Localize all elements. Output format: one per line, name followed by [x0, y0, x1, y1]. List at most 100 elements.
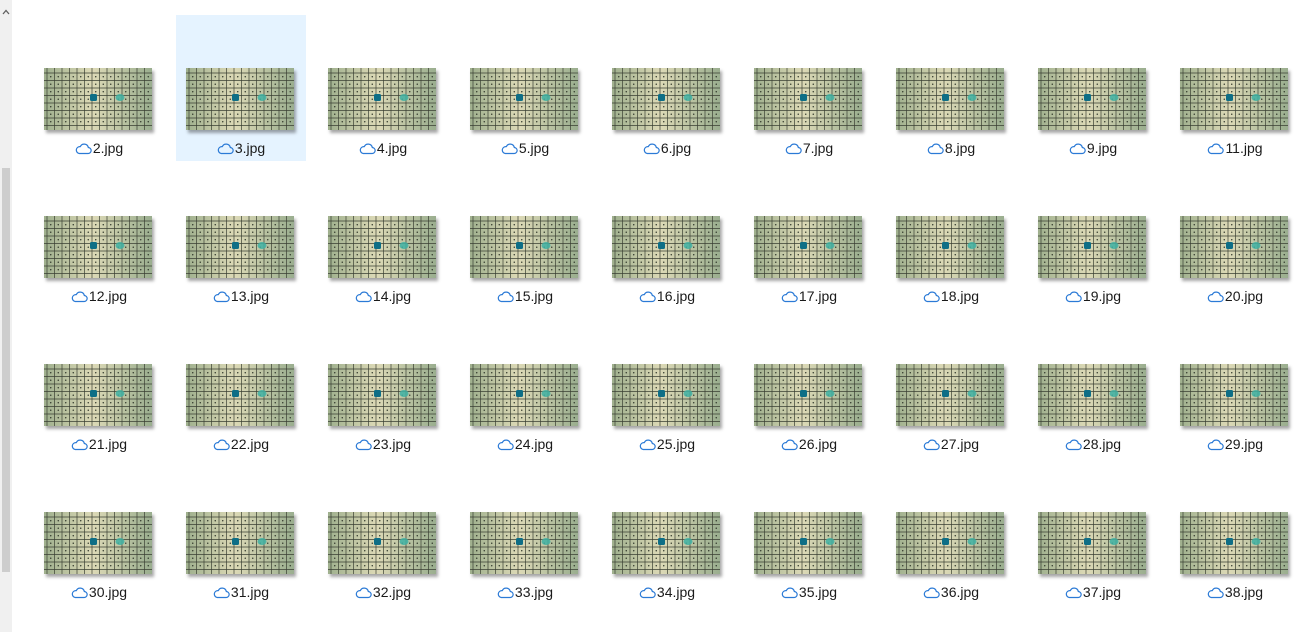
file-item[interactable]: 13.jpg [176, 163, 306, 309]
file-thumbnail[interactable] [754, 68, 862, 130]
file-name-row[interactable]: 37.jpg [1028, 583, 1158, 601]
file-item[interactable]: 24.jpg [460, 311, 590, 457]
file-item[interactable]: 31.jpg [176, 459, 306, 605]
file-thumbnail[interactable] [470, 512, 578, 574]
file-item[interactable]: 21.jpg [34, 311, 164, 457]
file-item[interactable]: 17.jpg [744, 163, 874, 309]
file-name-row[interactable]: 35.jpg [744, 583, 874, 601]
file-thumbnail[interactable] [754, 364, 862, 426]
file-thumbnail[interactable] [470, 68, 578, 130]
file-thumbnail[interactable] [186, 512, 294, 574]
file-thumbnail[interactable] [754, 216, 862, 278]
file-item[interactable]: 3.jpg [176, 15, 306, 161]
file-thumbnail[interactable] [1038, 512, 1146, 574]
file-item[interactable]: 7.jpg [744, 15, 874, 161]
file-thumbnail[interactable] [612, 512, 720, 574]
file-name-row[interactable]: 34.jpg [602, 583, 732, 601]
file-thumbnail[interactable] [612, 68, 720, 130]
file-name-row[interactable]: 20.jpg [1170, 287, 1298, 305]
file-thumbnail[interactable] [44, 68, 152, 130]
file-item[interactable]: 15.jpg [460, 163, 590, 309]
file-thumbnail[interactable] [1180, 364, 1288, 426]
file-name-row[interactable]: 31.jpg [176, 583, 306, 601]
file-item[interactable]: 35.jpg [744, 459, 874, 605]
file-thumbnail[interactable] [44, 512, 152, 574]
file-item[interactable]: 16.jpg [602, 163, 732, 309]
file-item[interactable]: 25.jpg [602, 311, 732, 457]
file-name-row[interactable]: 23.jpg [318, 435, 448, 453]
file-name-row[interactable]: 3.jpg [176, 139, 306, 157]
file-item[interactable]: 12.jpg [34, 163, 164, 309]
vertical-scrollbar[interactable] [0, 0, 12, 632]
file-thumbnail[interactable] [754, 512, 862, 574]
file-name-row[interactable]: 15.jpg [460, 287, 590, 305]
file-thumbnail[interactable] [896, 68, 1004, 130]
file-name-row[interactable]: 33.jpg [460, 583, 590, 601]
file-thumbnail[interactable] [328, 364, 436, 426]
file-item[interactable]: 36.jpg [886, 459, 1016, 605]
file-thumbnail[interactable] [1038, 216, 1146, 278]
scroll-up-chevron-icon[interactable] [0, 6, 12, 18]
file-item[interactable]: 34.jpg [602, 459, 732, 605]
file-thumbnail[interactable] [470, 216, 578, 278]
file-name-row[interactable]: 16.jpg [602, 287, 732, 305]
file-name-row[interactable]: 13.jpg [176, 287, 306, 305]
file-thumbnail[interactable] [328, 216, 436, 278]
file-name-row[interactable]: 19.jpg [1028, 287, 1158, 305]
file-name-row[interactable]: 30.jpg [34, 583, 164, 601]
file-thumbnail[interactable] [896, 216, 1004, 278]
file-thumbnail[interactable] [44, 364, 152, 426]
file-thumbnail[interactable] [896, 364, 1004, 426]
file-thumbnail[interactable] [1180, 216, 1288, 278]
file-name-row[interactable]: 21.jpg [34, 435, 164, 453]
file-item[interactable]: 30.jpg [34, 459, 164, 605]
file-item[interactable]: 9.jpg [1028, 15, 1158, 161]
file-name-row[interactable]: 36.jpg [886, 583, 1016, 601]
file-name-row[interactable]: 29.jpg [1170, 435, 1298, 453]
file-name-row[interactable]: 27.jpg [886, 435, 1016, 453]
file-name-row[interactable]: 9.jpg [1028, 139, 1158, 157]
file-thumbnail[interactable] [612, 216, 720, 278]
file-name-row[interactable]: 8.jpg [886, 139, 1016, 157]
file-item[interactable]: 27.jpg [886, 311, 1016, 457]
file-thumbnail[interactable] [470, 364, 578, 426]
scrollbar-thumb[interactable] [2, 168, 10, 572]
file-item[interactable]: 28.jpg [1028, 311, 1158, 457]
file-item[interactable]: 19.jpg [1028, 163, 1158, 309]
file-thumbnail[interactable] [186, 364, 294, 426]
file-item[interactable]: 11.jpg [1170, 15, 1298, 161]
file-item[interactable]: 8.jpg [886, 15, 1016, 161]
file-thumbnail[interactable] [44, 216, 152, 278]
file-item[interactable]: 20.jpg [1170, 163, 1298, 309]
file-thumbnail[interactable] [186, 216, 294, 278]
file-name-row[interactable]: 32.jpg [318, 583, 448, 601]
file-item[interactable]: 14.jpg [318, 163, 448, 309]
file-name-row[interactable]: 26.jpg [744, 435, 874, 453]
file-item[interactable]: 22.jpg [176, 311, 306, 457]
file-name-row[interactable]: 2.jpg [34, 139, 164, 157]
file-item[interactable]: 32.jpg [318, 459, 448, 605]
file-thumbnail[interactable] [328, 68, 436, 130]
file-name-row[interactable]: 11.jpg [1170, 139, 1298, 157]
file-thumbnail[interactable] [186, 68, 294, 130]
file-thumbnail[interactable] [1038, 364, 1146, 426]
file-thumbnail[interactable] [1038, 68, 1146, 130]
file-item[interactable]: 29.jpg [1170, 311, 1298, 457]
file-item[interactable]: 4.jpg [318, 15, 448, 161]
file-name-row[interactable]: 14.jpg [318, 287, 448, 305]
file-item[interactable]: 6.jpg [602, 15, 732, 161]
file-item[interactable]: 37.jpg [1028, 459, 1158, 605]
file-name-row[interactable]: 4.jpg [318, 139, 448, 157]
file-name-row[interactable]: 5.jpg [460, 139, 590, 157]
file-item[interactable]: 5.jpg [460, 15, 590, 161]
file-name-row[interactable]: 24.jpg [460, 435, 590, 453]
file-item[interactable]: 38.jpg [1170, 459, 1298, 605]
file-item[interactable]: 33.jpg [460, 459, 590, 605]
file-name-row[interactable]: 25.jpg [602, 435, 732, 453]
file-name-row[interactable]: 28.jpg [1028, 435, 1158, 453]
file-thumbnail[interactable] [1180, 512, 1288, 574]
file-name-row[interactable]: 7.jpg [744, 139, 874, 157]
file-name-row[interactable]: 6.jpg [602, 139, 732, 157]
file-name-row[interactable]: 22.jpg [176, 435, 306, 453]
file-name-row[interactable]: 17.jpg [744, 287, 874, 305]
